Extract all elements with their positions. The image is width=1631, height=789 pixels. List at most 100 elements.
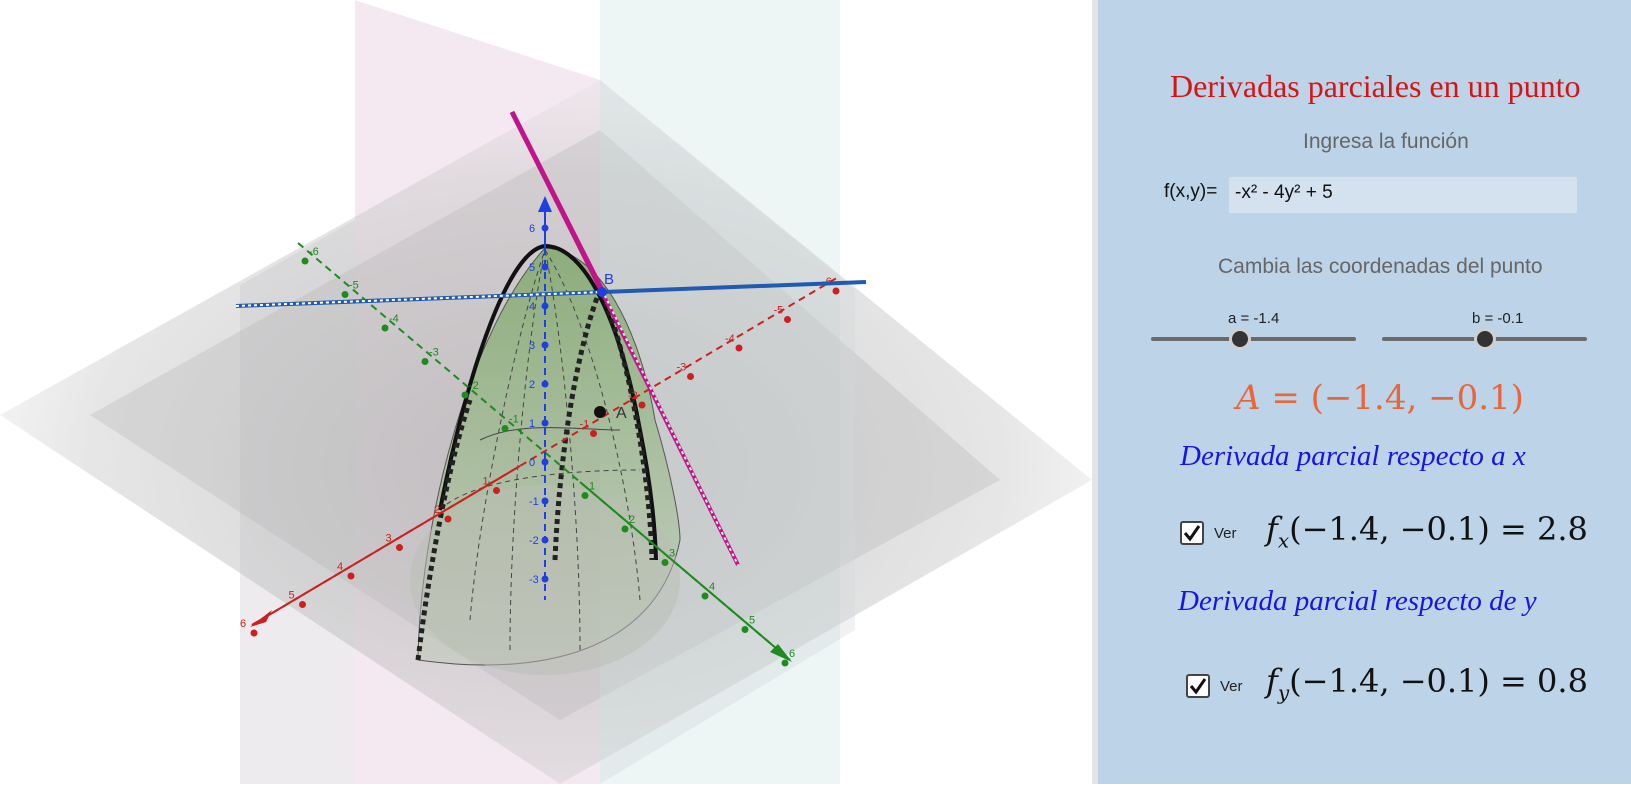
x-axis-tick-dot bbox=[250, 629, 258, 637]
z-axis-tick-label: 0 bbox=[529, 457, 535, 469]
x-axis-tick-label: 1 bbox=[483, 476, 489, 488]
x-axis-tick-label: 5 bbox=[289, 590, 295, 602]
y-axis-tick-dot bbox=[301, 257, 309, 265]
x-axis-tick-label: -4 bbox=[725, 333, 735, 345]
z-axis-tick-dot bbox=[541, 224, 549, 232]
y-axis-tick-label: 5 bbox=[749, 615, 755, 627]
derivative-y-subscript: y bbox=[1277, 680, 1290, 705]
axis-ticks: -6-5-4-3-2-1123456-6-5-4-3-2-1123456-3-2… bbox=[240, 223, 840, 667]
graphics-3d-canvas[interactable]: -6-5-4-3-2-1123456-6-5-4-3-2-1123456-3-2… bbox=[0, 0, 1092, 784]
y-axis-tick-label: 6 bbox=[789, 648, 795, 660]
y-axis-tick-dot bbox=[381, 324, 389, 332]
x-axis-tick-dot bbox=[784, 316, 791, 323]
y-axis-tick-label: -2 bbox=[469, 380, 479, 392]
z-axis-tick-label: 4 bbox=[529, 301, 535, 313]
z-axis-tick-dot bbox=[541, 497, 549, 505]
y-axis-arrow bbox=[770, 644, 792, 662]
derivative-x-result: (−1.4, −0.1) = 2.8 bbox=[1289, 510, 1588, 548]
derivative-x-subscript: x bbox=[1277, 528, 1290, 553]
x-axis-tick-label: -3 bbox=[677, 362, 687, 374]
derivative-y-value: fy(−1.4, −0.1) = 0.8 bbox=[1266, 662, 1588, 704]
z-axis-tick-label: 1 bbox=[529, 418, 535, 430]
function-label: f(x,y)= bbox=[1164, 181, 1218, 202]
surface-paraboloid bbox=[410, 243, 681, 675]
y-axis-tick-label: 1 bbox=[589, 481, 595, 493]
y-axis-tick-dot bbox=[461, 391, 469, 399]
show-derivative-y-label: Ver bbox=[1220, 678, 1243, 695]
slider-b-knob[interactable] bbox=[1474, 328, 1496, 350]
y-axis-tick-label: -6 bbox=[309, 246, 319, 258]
y-axis-tick-label: 3 bbox=[669, 548, 675, 560]
point-A-label: A bbox=[616, 405, 627, 422]
z-axis-tick-label: 5 bbox=[529, 262, 535, 274]
derivative-x-symbol: f bbox=[1266, 510, 1278, 548]
z-axis-tick-label: -1 bbox=[529, 496, 539, 508]
x-axis-tick-dot bbox=[493, 487, 500, 494]
slider-b-label: b = -0.1 bbox=[1472, 310, 1524, 327]
algebra-panel: Derivadas parciales en un punto Ingresa … bbox=[1098, 0, 1631, 784]
x-axis-arrow bbox=[250, 610, 272, 627]
panel-divider[interactable] bbox=[1092, 0, 1098, 784]
y-axis-tick-label: -5 bbox=[349, 280, 359, 292]
y-axis-tick-dot bbox=[781, 659, 789, 667]
show-derivative-y-checkbox[interactable] bbox=[1186, 674, 1210, 698]
x-axis-tick-dot bbox=[396, 544, 403, 551]
z-axis-arrow bbox=[538, 196, 552, 212]
z-axis-tick-dot bbox=[541, 380, 549, 388]
x-axis-tick-dot bbox=[735, 344, 743, 352]
point-a-name: A bbox=[1236, 378, 1261, 418]
derivative-y-symbol: f bbox=[1266, 662, 1278, 700]
x-axis-tick-dot bbox=[638, 401, 646, 409]
y-axis-tick-dot bbox=[701, 592, 709, 600]
tangent-line-y bbox=[235, 280, 867, 308]
y-axis-tick-dot bbox=[661, 559, 669, 566]
tangent-line-y-dashed bbox=[235, 291, 603, 307]
x-axis bbox=[250, 275, 841, 627]
slider-a-knob[interactable] bbox=[1229, 328, 1251, 350]
x-axis-tick-label: 2 bbox=[434, 504, 440, 516]
z-axis-tick-dot bbox=[541, 341, 549, 349]
slider-a-track[interactable] bbox=[1151, 337, 1356, 341]
show-derivative-x-checkbox[interactable] bbox=[1180, 521, 1204, 545]
y-axis-tick-label: -1 bbox=[509, 414, 519, 426]
z-axis-tick-label: 2 bbox=[529, 379, 535, 391]
coords-prompt: Cambia las coordenadas del punto bbox=[1218, 255, 1543, 278]
derivative-x-label: Derivada parcial respecto a x bbox=[1180, 440, 1526, 472]
derivative-y-label: Derivada parcial respecto de y bbox=[1178, 585, 1537, 617]
point-B bbox=[597, 287, 607, 297]
point-B-label: B bbox=[604, 271, 614, 288]
derivative-y-result: (−1.4, −0.1) = 0.8 bbox=[1289, 662, 1588, 700]
point-a-value: (−1.4, −0.1) bbox=[1310, 378, 1524, 418]
checkmark-icon bbox=[1183, 525, 1201, 542]
z-axis-tick-dot bbox=[541, 458, 549, 466]
z-axis-tick-label: 6 bbox=[529, 223, 535, 235]
x-axis-tick-label: 4 bbox=[337, 561, 343, 573]
x-axis-tick-label: -5 bbox=[774, 305, 784, 317]
y-axis-tick-label: 2 bbox=[629, 514, 635, 526]
y-axis-tick-label: 4 bbox=[709, 581, 715, 593]
page-title: Derivadas parciales en un punto bbox=[1170, 68, 1581, 104]
y-axis-tick-dot bbox=[421, 358, 429, 365]
trace-curve-x bbox=[438, 243, 658, 561]
checkmark-icon bbox=[1189, 678, 1207, 695]
x-axis-tick-label: -1 bbox=[580, 419, 590, 431]
y-axis-tick-dot bbox=[341, 291, 349, 298]
function-input[interactable]: -x² - 4y² + 5 bbox=[1228, 176, 1578, 214]
graphics-3d-view[interactable]: -6-5-4-3-2-1123456-6-5-4-3-2-1123456-3-2… bbox=[0, 0, 1092, 784]
x-axis-tick-dot bbox=[687, 373, 694, 380]
y-axis-tick-label: -3 bbox=[429, 347, 439, 359]
x-axis-tick-dot bbox=[590, 430, 597, 437]
y-axis-tick-dot bbox=[501, 425, 509, 432]
z-axis-tick-dot bbox=[541, 536, 549, 544]
z-axis-tick-label: 3 bbox=[529, 340, 535, 352]
z-axis-tick-dot bbox=[541, 419, 549, 427]
function-prompt: Ingresa la función bbox=[1303, 130, 1469, 153]
trace-curve-x-dashed bbox=[415, 399, 473, 661]
z-axis-tick-dot bbox=[541, 263, 549, 271]
y-axis-tick-dot bbox=[621, 525, 629, 533]
slider-a-label: a = -1.4 bbox=[1228, 310, 1280, 327]
x-axis-tick-label: -2 bbox=[628, 390, 638, 402]
x-axis-tick-label: 3 bbox=[386, 533, 392, 545]
x-axis-tick-label: 6 bbox=[240, 618, 246, 630]
x-axis-tick-dot bbox=[299, 601, 306, 608]
